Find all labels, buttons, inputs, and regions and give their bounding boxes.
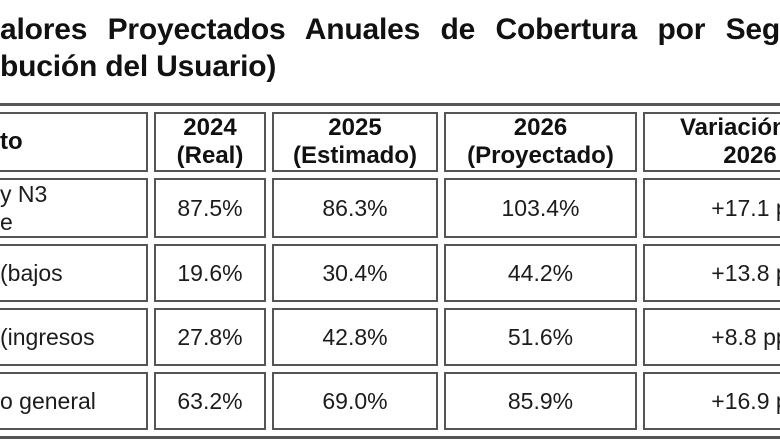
value-2024: 63.2%: [154, 372, 266, 430]
value-2026: 51.6%: [444, 308, 637, 366]
segment-label: y N3 e: [0, 178, 148, 238]
table-row: (ingresos 27.8% 42.8% 51.6% +8.8 pp: [0, 308, 780, 366]
value-variation: +13.8 p: [643, 244, 780, 302]
document-title: alores Proyectados Anuales de Cobertura …: [0, 11, 780, 85]
value-variation: +8.8 pp: [643, 308, 780, 366]
document-title-line2: bución del Usuario): [0, 50, 277, 83]
coverage-projection-table: to 2024 (Real) 2025 (Estimado) 2026 (Pro…: [0, 103, 780, 439]
value-2026: 85.9%: [444, 372, 637, 430]
col-header-2026: 2026 (Proyectado): [444, 112, 637, 172]
segment-label: (bajos: [0, 244, 148, 302]
value-variation: +16.9 p: [643, 372, 780, 430]
value-2026: 103.4%: [444, 178, 637, 238]
table-row: o general 63.2% 69.0% 85.9% +16.9 p: [0, 372, 780, 430]
value-2024: 87.5%: [154, 178, 266, 238]
col-header-segment: to: [0, 112, 148, 172]
table-header-row: to 2024 (Real) 2025 (Estimado) 2026 (Pro…: [0, 112, 780, 172]
value-2025: 86.3%: [272, 178, 438, 238]
col-header-2025: 2025 (Estimado): [272, 112, 438, 172]
value-2025: 30.4%: [272, 244, 438, 302]
value-2026: 44.2%: [444, 244, 637, 302]
segment-label: o general: [0, 372, 148, 430]
table-row: (bajos 19.6% 30.4% 44.2% +13.8 p: [0, 244, 780, 302]
table-row: y N3 e 87.5% 86.3% 103.4% +17.1 p: [0, 178, 780, 238]
value-variation: +17.1 p: [643, 178, 780, 238]
document-title-line1: alores Proyectados Anuales de Cobertura …: [0, 13, 780, 46]
value-2024: 19.6%: [154, 244, 266, 302]
segment-label: (ingresos: [0, 308, 148, 366]
value-2024: 27.8%: [154, 308, 266, 366]
value-2025: 42.8%: [272, 308, 438, 366]
col-header-2024: 2024 (Real): [154, 112, 266, 172]
col-header-variation: Variación 20 2026: [643, 112, 780, 172]
value-2025: 69.0%: [272, 372, 438, 430]
